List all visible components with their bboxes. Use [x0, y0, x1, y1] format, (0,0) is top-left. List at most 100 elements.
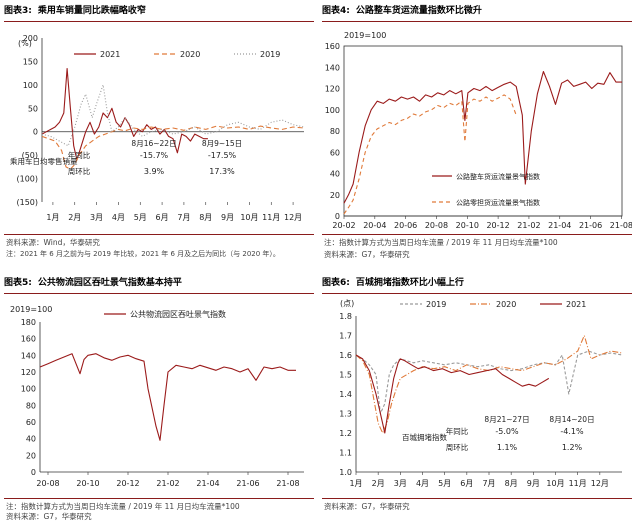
y-axis-label: (点) — [340, 299, 354, 308]
x-tick-label: 20-12 — [116, 479, 139, 488]
x-tick-label: 2月 — [372, 479, 385, 488]
x-tick-label: 4月 — [112, 213, 125, 222]
y-tick-label: 0 — [335, 212, 340, 221]
x-tick-label: 21-02 — [517, 221, 540, 230]
series-line — [41, 84, 305, 147]
table-value: 1.2% — [562, 443, 583, 452]
series-line — [355, 334, 623, 434]
figure-number: 图表4: — [322, 6, 350, 16]
x-tick-label: 20-08 — [425, 221, 448, 230]
x-tick-label: 20-12 — [486, 221, 509, 230]
y-tick-label: 100 — [23, 81, 38, 90]
legend-label: 2019 — [260, 50, 280, 59]
table-period: 8月16~22日 — [131, 139, 176, 148]
y-tick-label: 120 — [325, 85, 340, 94]
x-tick-label: 20-06 — [394, 221, 417, 230]
y-tick-label: 1.0 — [339, 468, 352, 477]
series-line — [39, 353, 296, 441]
note-text: 注：指数计算方式为当周日均车流量 / 2019 年 11 月日均车流量*100 — [324, 238, 558, 247]
table-period: 8月21~27日 — [484, 415, 529, 424]
y-tick-label: 140 — [325, 63, 340, 72]
y-tick-label: (150) — [16, 198, 38, 207]
note-text: 注：指数计算方式为当周日均车流量 / 2019 年 11 月日均车流量*100 — [6, 502, 240, 511]
x-tick-label: 20-08 — [36, 479, 59, 488]
y-tick-label: 1.4 — [339, 390, 352, 399]
figure-number: 图表3: — [4, 6, 32, 16]
panel-logistics-park: 图表5: 公共物流园区吞吐景气指数基本持平 0 20 40 60 80 100 120 140 1… — [4, 276, 314, 521]
figure-number: 图表5: — [4, 278, 32, 288]
y-axis-label: 2019=100 — [344, 31, 386, 40]
x-tick-label: 2月 — [68, 213, 81, 222]
series-line — [41, 67, 208, 161]
table-value: -17.5% — [208, 151, 237, 160]
panel-car-sales: 图表3: 乘用车销量同比跌幅略收窄 200 150 100 50 0 (50) (100) (1… — [4, 4, 314, 260]
table-value: -5.0% — [495, 427, 519, 436]
table-row-label: 周环比 — [68, 166, 91, 176]
table-value: 3.9% — [144, 167, 165, 176]
y-tick-label: 180 — [21, 318, 36, 327]
table-row-title: 乘用车日均零售销量 — [10, 156, 78, 166]
panel-congestion: 图表6: 百城拥堵指数环比小幅上行 1.0 1.1 1.2 1.3 1.4 1.5 1.6 1.… — [322, 276, 632, 520]
x-tick-label: 7月 — [177, 213, 190, 222]
y-tick-label: 140 — [21, 351, 36, 360]
table-row-title: 百城拥堵指数 — [402, 432, 447, 442]
legend-label: 公共物流园区吞吐景气指数 — [130, 309, 226, 319]
x-tick-label: 7月 — [482, 479, 495, 488]
y-tick-label: 160 — [21, 335, 36, 344]
note-text: 注：2021 年 6 月之前为与 2019 年比较，2021 年 6 月及之后为… — [6, 250, 280, 258]
series-line — [343, 70, 622, 204]
y-tick-label: (100) — [16, 175, 38, 184]
table-period: 8月14~20日 — [549, 415, 594, 424]
y-tick-label: 80 — [330, 127, 340, 136]
source-text: 资料来源：Wind，华泰研究 — [6, 238, 100, 247]
x-tick-label: 3月 — [90, 213, 103, 222]
y-tick-label: 1.2 — [339, 429, 352, 438]
table-row-label: 年同比 — [68, 150, 91, 160]
legend-label: 2021 — [566, 300, 586, 309]
y-tick-label: 1.1 — [339, 449, 352, 458]
x-tick-label: 21-06 — [236, 479, 259, 488]
x-tick-label: 21-04 — [548, 221, 571, 230]
y-tick-label: 1.6 — [339, 351, 352, 360]
legend-label: 2021 — [100, 50, 120, 59]
legend-label: 2020 — [180, 50, 200, 59]
x-tick-label: 11月 — [569, 479, 587, 488]
series-line — [343, 94, 517, 215]
panel-title: 图表6: 百城拥堵指数环比小幅上行 — [322, 276, 632, 294]
y-tick-label: 100 — [21, 385, 36, 394]
y-axis-label: 2019=100 — [10, 305, 52, 314]
series-line — [355, 350, 623, 415]
y-tick-label: 20 — [330, 191, 340, 200]
x-tick-label: 9月 — [527, 479, 540, 488]
chart-car-sales: 200 150 100 50 0 (50) (100) (150) (%) 1月 2月 3月 4月 5月 6… — [10, 34, 305, 222]
divider — [4, 234, 314, 235]
figure-number: 图表6: — [322, 278, 350, 288]
y-tick-label: 1.3 — [339, 410, 352, 419]
x-tick-label: 20-04 — [363, 221, 386, 230]
divider — [322, 498, 632, 499]
y-tick-label: 150 — [23, 57, 38, 66]
panel-title: 图表3: 乘用车销量同比跌幅略收窄 — [4, 4, 314, 22]
table-row-label: 年同比 — [446, 426, 469, 436]
panel-title: 图表4: 公路整车货运流量指数环比微升 — [322, 4, 632, 22]
x-tick-label: 6月 — [460, 479, 473, 488]
legend-label: 公路零担货运流量景气指数 — [456, 198, 540, 207]
y-axis-label: (%) — [18, 39, 32, 48]
table-value: -4.1% — [560, 427, 584, 436]
y-tick-label: 1.8 — [339, 312, 352, 321]
x-tick-label: 12月 — [591, 479, 609, 488]
y-tick-label: (50) — [22, 151, 38, 160]
divider — [322, 234, 632, 235]
x-tick-label: 21-04 — [196, 479, 219, 488]
x-tick-label: 12月 — [284, 213, 302, 222]
x-tick-label: 10月 — [546, 479, 564, 488]
x-tick-label: 6月 — [156, 213, 169, 222]
x-tick-label: 8月 — [505, 479, 518, 488]
x-tick-label: 10月 — [240, 213, 258, 222]
x-tick-label: 3月 — [394, 479, 407, 488]
x-tick-label: 21-02 — [156, 479, 179, 488]
panel-truck-freight: 图表4: 公路整车货运流量指数环比微升 0 20 40 60 80 100 120 140 160… — [322, 4, 632, 260]
x-tick-label: 8月 — [199, 213, 212, 222]
table-value: 17.3% — [209, 167, 235, 176]
y-tick-label: 120 — [21, 368, 36, 377]
